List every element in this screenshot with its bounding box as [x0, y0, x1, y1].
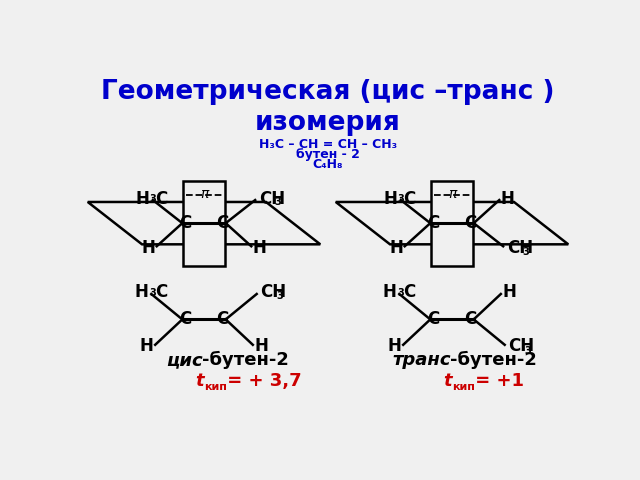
Text: H: H [141, 239, 155, 257]
Text: H: H [389, 239, 403, 257]
Text: = + 3,7: = + 3,7 [221, 372, 301, 390]
Text: кип: кип [204, 382, 227, 392]
Text: π: π [200, 187, 208, 201]
Text: H: H [254, 337, 268, 355]
Text: 3: 3 [524, 346, 531, 356]
Text: CH: CH [259, 190, 285, 207]
Text: C: C [428, 214, 440, 232]
Text: H: H [135, 190, 149, 207]
Text: C: C [155, 284, 168, 301]
Text: C: C [216, 311, 228, 328]
Text: Геометрическая (цис –транс ): Геометрическая (цис –транс ) [101, 79, 555, 105]
Text: 3: 3 [149, 288, 156, 298]
Text: 3: 3 [397, 194, 404, 204]
Bar [431, 181, 474, 265]
Text: H: H [501, 190, 515, 207]
Text: H: H [253, 239, 267, 257]
Text: -бутен-2: -бутен-2 [202, 351, 289, 369]
Text: 3: 3 [522, 247, 529, 257]
Text: C: C [403, 190, 415, 207]
Text: цис: цис [166, 351, 202, 369]
Text: изомерия: изомерия [255, 110, 401, 136]
Text: H: H [382, 284, 396, 301]
Text: C: C [428, 311, 440, 328]
Text: С₄Н₈: С₄Н₈ [313, 158, 343, 171]
Text: C: C [155, 190, 168, 207]
Text: C: C [403, 284, 415, 301]
Text: 3: 3 [150, 194, 157, 204]
Text: π: π [448, 187, 456, 201]
Text: H: H [134, 284, 148, 301]
Text: t: t [444, 372, 452, 390]
Text: Н₃С – СН = СН – СН₃: Н₃С – СН = СН – СН₃ [259, 138, 397, 152]
Text: кип: кип [452, 382, 475, 392]
Text: CH: CH [508, 337, 534, 355]
Text: H: H [502, 284, 516, 301]
Text: C: C [179, 311, 191, 328]
Text: C: C [216, 214, 228, 232]
Text: 3: 3 [275, 197, 281, 206]
Text: транс: транс [392, 351, 451, 369]
Text: C: C [465, 214, 477, 232]
Text: -бутен-2: -бутен-2 [451, 351, 538, 369]
Text: 3: 3 [397, 288, 404, 298]
Text: CH: CH [260, 284, 286, 301]
Text: C: C [465, 311, 477, 328]
Text: H: H [140, 337, 154, 355]
Text: бутен - 2: бутен - 2 [296, 148, 360, 161]
Bar [182, 181, 225, 265]
Text: C: C [179, 214, 191, 232]
Text: H: H [383, 190, 397, 207]
Text: = +1: = +1 [469, 372, 524, 390]
Text: t: t [195, 372, 204, 390]
Text: 3: 3 [276, 290, 283, 300]
Text: CH: CH [507, 239, 533, 257]
Text: H: H [388, 337, 402, 355]
